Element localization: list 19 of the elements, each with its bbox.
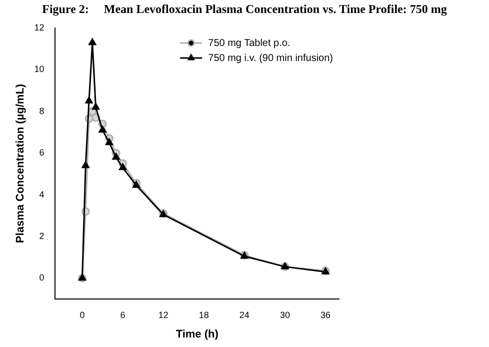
y-tick-label: 4 bbox=[39, 189, 44, 200]
y-tick-label: 12 bbox=[34, 22, 44, 32]
x-tick-label: 0 bbox=[80, 310, 85, 320]
x-tick-label: 18 bbox=[198, 310, 209, 320]
x-tick-label: 24 bbox=[239, 310, 250, 320]
legend-label: 750 mg Tablet p.o. bbox=[208, 38, 290, 49]
x-tick-label: 30 bbox=[280, 310, 290, 320]
y-tick-label: 6 bbox=[39, 148, 44, 158]
legend-label: 750 mg i.v. (90 min infusion) bbox=[208, 52, 334, 64]
y-axis-title: Plasma Concentration (µg/mL) bbox=[14, 84, 27, 244]
y-tick-label: 0 bbox=[39, 272, 44, 283]
chart-title: Figure 2: Mean Levofloxacin Plasma Concentration vs. Time Profile: 750 mg bbox=[41, 2, 448, 17]
x-tick-label: 36 bbox=[320, 310, 330, 320]
y-tick-label: 10 bbox=[34, 64, 44, 74]
y-tick-label: 8 bbox=[39, 106, 44, 116]
y-tick-label: 2 bbox=[39, 230, 44, 241]
x-tick-label: 6 bbox=[120, 310, 126, 320]
x-tick-label: 12 bbox=[158, 310, 168, 320]
x-axis-title: Time (h) bbox=[176, 328, 219, 340]
